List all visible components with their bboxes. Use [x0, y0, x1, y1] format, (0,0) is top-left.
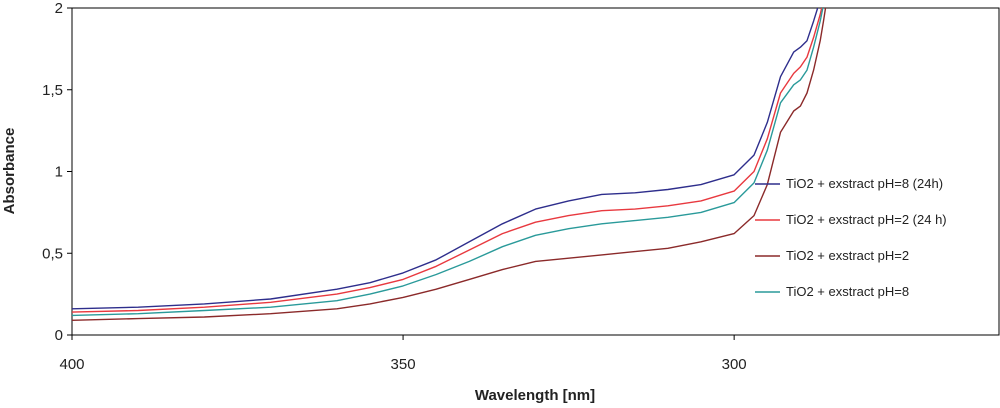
legend-label: TiO2 + exstract pH=2	[786, 248, 909, 263]
legend-label: TiO2 + exstract pH=2 (24 h)	[786, 212, 947, 227]
x-tick-label: 350	[391, 356, 416, 373]
legend: TiO2 + exstract pH=8 (24h) TiO2 + exstrac…	[755, 176, 947, 299]
legend-label: TiO2 + exstract pH=8 (24h)	[786, 176, 943, 191]
series-line-3	[72, 8, 827, 321]
legend-label: TiO2 + exstract pH=8	[786, 284, 909, 299]
x-axis-title: Wavelength [nm]	[475, 387, 595, 404]
x-tick-label: 300	[722, 356, 747, 373]
series-layer	[72, 8, 827, 321]
series-line-1	[72, 8, 819, 310]
y-axis-title: Absorbance	[1, 128, 18, 215]
y-tick-label: 2	[55, 0, 63, 17]
y-tick-label: 0,5	[42, 245, 63, 262]
series-line-2	[72, 8, 823, 313]
x-axis: 400 350 300	[59, 335, 747, 373]
y-tick-label: 1,5	[42, 82, 63, 99]
y-tick-label: 1	[55, 164, 63, 181]
y-axis: 0 0,5 1 1,5 2	[42, 0, 72, 344]
series-line-4	[72, 8, 824, 317]
x-tick-label: 400	[59, 356, 84, 373]
y-tick-label: 0	[55, 327, 63, 344]
